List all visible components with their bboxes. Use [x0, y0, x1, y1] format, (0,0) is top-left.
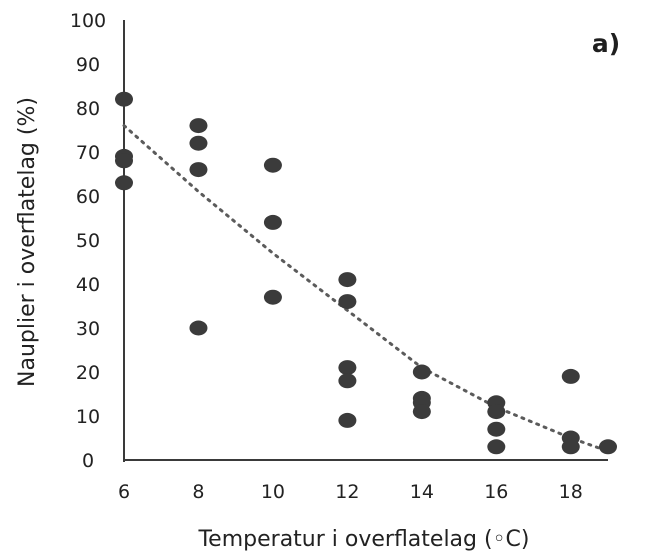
x-tick-label: 6 — [118, 481, 130, 503]
y-tick-label: 0 — [82, 450, 94, 472]
data-point — [189, 162, 208, 178]
data-point — [338, 294, 357, 310]
y-tick-label: 30 — [76, 318, 100, 340]
y-tick-label: 80 — [76, 98, 100, 120]
data-point — [412, 404, 431, 420]
x-tick-label: 14 — [410, 481, 434, 503]
y-tick-label: 20 — [76, 362, 100, 384]
data-point — [487, 421, 506, 437]
data-point — [115, 91, 133, 107]
data-point — [115, 175, 133, 191]
data-point — [338, 360, 357, 376]
data-point — [189, 135, 208, 151]
y-axis-title: Nauplier i overflatelag (%) — [15, 97, 40, 387]
data-point — [115, 153, 133, 169]
data-point — [561, 439, 580, 455]
data-point — [338, 272, 357, 288]
y-tick-label: 100 — [70, 10, 106, 32]
y-tick-label: 90 — [76, 54, 100, 76]
x-tick-label: 16 — [484, 481, 508, 503]
data-point — [263, 289, 282, 305]
data-point — [263, 214, 282, 230]
data-point — [189, 118, 208, 134]
y-tick-label: 40 — [76, 274, 100, 296]
x-axis-ticks: 6 8 10 12 14 16 18 — [118, 481, 583, 503]
data-point — [263, 157, 282, 173]
x-tick-label: 8 — [192, 481, 204, 503]
data-point — [338, 412, 357, 428]
data-point — [338, 373, 357, 389]
y-tick-label: 10 — [76, 406, 100, 428]
y-axis-ticks: 0 10 20 30 40 50 60 70 80 90 100 — [70, 10, 106, 472]
data-point — [189, 320, 208, 336]
trendline — [122, 124, 610, 453]
y-tick-label: 50 — [76, 230, 100, 252]
y-tick-label: 60 — [76, 186, 100, 208]
data-point — [599, 439, 617, 455]
data-point — [412, 364, 431, 380]
data-points — [115, 91, 617, 455]
data-point — [487, 439, 506, 455]
data-point — [487, 404, 506, 420]
x-tick-label: 18 — [559, 481, 583, 503]
x-axis-title: Temperatur i overflatelag (◦C) — [197, 527, 529, 552]
data-point — [561, 368, 580, 384]
x-tick-label: 12 — [335, 481, 359, 503]
panel-label: a) — [592, 29, 620, 58]
y-tick-label: 70 — [76, 142, 100, 164]
x-tick-label: 10 — [261, 481, 285, 503]
